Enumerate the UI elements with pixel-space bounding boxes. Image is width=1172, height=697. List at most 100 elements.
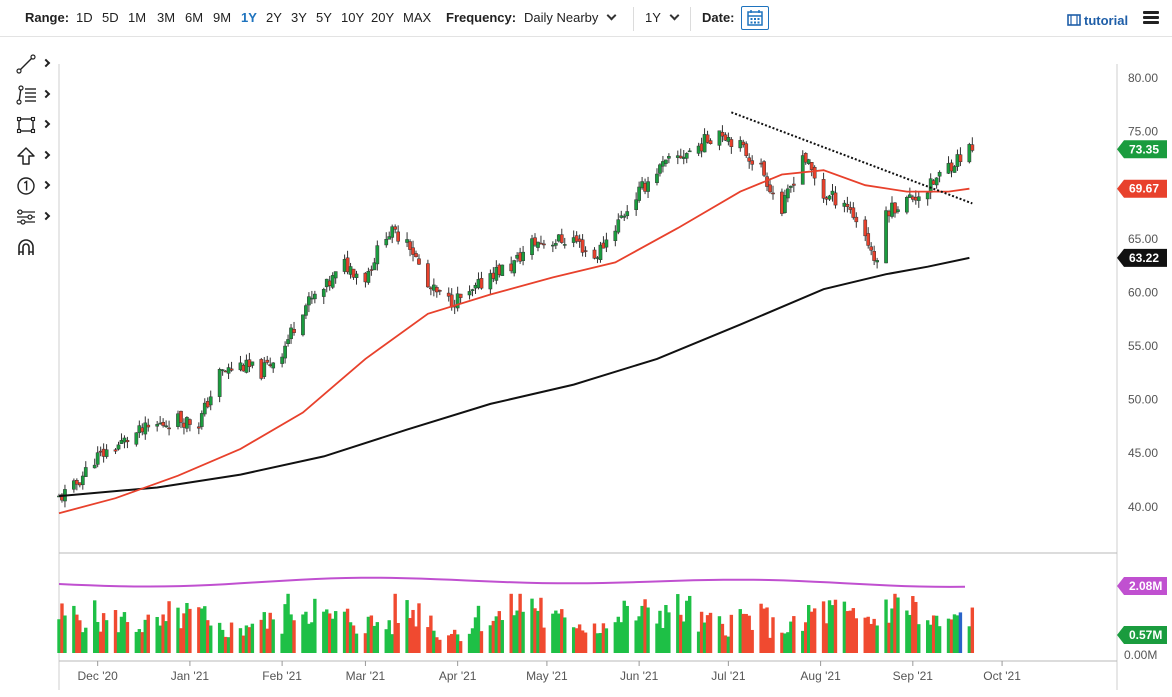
volume-bar-down [583, 632, 588, 653]
magnet-tool[interactable] [16, 237, 54, 261]
tutorial-label: tutorial [1084, 13, 1129, 28]
ma-short-line [58, 169, 970, 515]
candle-up [967, 144, 972, 163]
candle-down [182, 422, 186, 428]
volume-bar-down [765, 607, 769, 653]
tutorial-link[interactable]: tutorial [1067, 13, 1128, 28]
range-max-button[interactable]: MAX [403, 10, 432, 25]
range-20y-button[interactable]: 20Y [371, 10, 395, 25]
volume-bar-up [536, 610, 540, 653]
candle-up [390, 226, 395, 238]
range-10y-button[interactable]: 10Y [341, 10, 365, 25]
chart-frame [58, 64, 1118, 690]
volume-bar-down [887, 622, 891, 653]
volume-bar-down [497, 611, 501, 653]
candle-up [884, 210, 888, 264]
range-5y-button[interactable]: 5Y [316, 10, 332, 25]
candle-up [238, 362, 243, 371]
candle-up [619, 215, 624, 218]
volume-bar-up [521, 611, 525, 653]
volume-bar-up [307, 623, 311, 653]
candle-down [408, 241, 412, 250]
range-9m-button[interactable]: 9M [213, 10, 232, 25]
volume-bar-up [158, 625, 162, 653]
number-marker-tool[interactable] [16, 176, 54, 200]
candle-up [908, 194, 912, 198]
candle-down [414, 253, 418, 258]
last-price-label: 73.35 [1129, 142, 1159, 156]
candle-down [559, 234, 564, 243]
candle-up [348, 266, 353, 275]
frequency-dropdown[interactable]: Daily Nearby [524, 10, 617, 26]
arrow-tool[interactable] [16, 146, 54, 170]
candle-up [333, 271, 338, 279]
volume-bar-down [450, 633, 454, 653]
range-1d-button[interactable]: 1D [76, 10, 93, 25]
candle-down [188, 419, 192, 425]
date-picker-button[interactable] [741, 6, 769, 30]
range-6m-button[interactable]: 6M [185, 10, 204, 25]
price-chart[interactable]: 80.0075.0070.0065.0060.0055.0050.0045.00… [0, 40, 1172, 697]
trend-line-tool[interactable] [16, 54, 54, 78]
volume-bar-up [928, 624, 933, 653]
candle-up [806, 159, 811, 164]
range-3y-button[interactable]: 3Y [291, 10, 307, 25]
candle-up [143, 422, 148, 435]
candle-up [675, 155, 680, 158]
candle-up [372, 262, 377, 271]
volume-bar-down [426, 627, 430, 653]
range-5d-button[interactable]: 5D [102, 10, 119, 25]
range-1m-button[interactable]: 1M [128, 10, 147, 25]
volume-bar-up [331, 618, 335, 653]
volume-bar-up [563, 617, 567, 653]
volume-bar-up [967, 626, 972, 653]
candle-up [72, 480, 76, 490]
pattern-tool[interactable] [16, 207, 54, 231]
range-2y-button[interactable]: 2Y [266, 10, 282, 25]
candle-down [821, 179, 826, 199]
volume-average-line [58, 576, 966, 588]
candle-up [324, 278, 329, 288]
arrow-up-icon [17, 147, 35, 165]
candle-down [125, 440, 130, 443]
volume-bar-down [872, 618, 876, 653]
range-3m-button[interactable]: 3M [157, 10, 176, 25]
volume-bar-down [417, 603, 421, 653]
fib-levels-tool[interactable] [16, 85, 54, 109]
candle-down [580, 239, 585, 253]
volume-bar-down [851, 608, 856, 653]
volume-bar-down [792, 616, 796, 653]
candle-down [509, 263, 514, 272]
candle-up [640, 181, 644, 189]
volume-bar-up [622, 600, 626, 653]
candle-up [226, 367, 231, 374]
candle-up [598, 244, 603, 260]
candle-down [812, 166, 817, 179]
volume-bar-down [247, 627, 252, 653]
volume-bar-up [640, 605, 644, 653]
volume-bar-up [926, 620, 930, 653]
candle-down [140, 427, 145, 433]
volume-bar-up [512, 615, 516, 653]
volume-bar-down [396, 622, 400, 653]
candle-up [313, 293, 317, 300]
menu-icon[interactable] [1143, 11, 1159, 25]
candle-down [446, 292, 451, 297]
candle-down [241, 365, 246, 372]
candle-up [307, 296, 311, 306]
ma-short-badge [1117, 179, 1167, 198]
volume-bar-up [226, 637, 231, 653]
candle-down [741, 141, 746, 146]
volume-bar-up [934, 615, 939, 653]
volume-bar-up [283, 604, 287, 653]
period-dropdown[interactable]: 1Y [645, 10, 680, 26]
chevron-down-icon [669, 10, 680, 21]
trend-line-icon [16, 54, 36, 74]
price-tick-label: 80.00 [1128, 71, 1158, 85]
volume-bar-down [452, 629, 457, 653]
candle-down [803, 153, 808, 163]
candle-up [687, 150, 692, 153]
volume-bar-up [116, 632, 121, 653]
rectangle-tool[interactable] [16, 115, 54, 139]
range-1y-button[interactable]: 1Y [241, 10, 257, 25]
